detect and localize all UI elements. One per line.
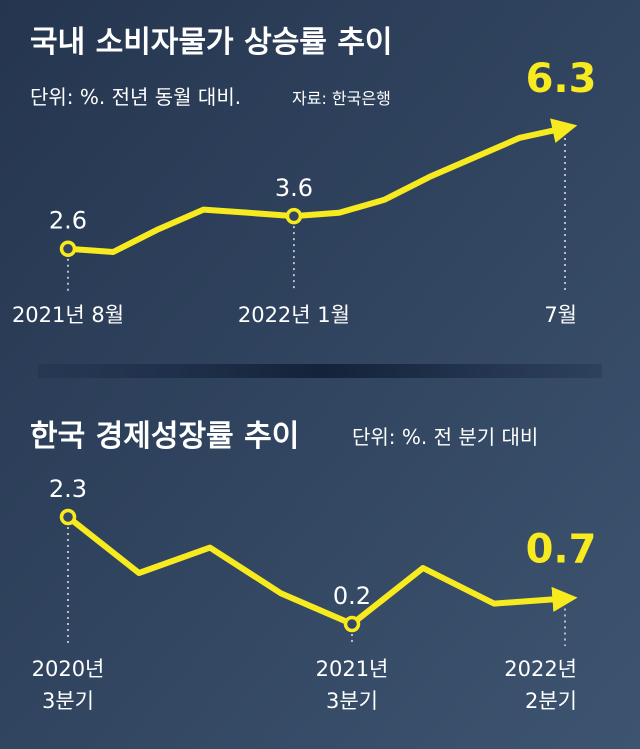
point-marker — [59, 240, 77, 257]
x-tick-label: 2021년 3분기 — [316, 657, 389, 713]
x-tick-label: 2022년 1월 — [238, 303, 350, 327]
x-tick-label-line: 3분기 — [326, 689, 378, 713]
x-tick-label-line: 2021년 8월 — [12, 303, 124, 327]
x-tick-label-line: 3분기 — [42, 689, 94, 713]
value-label: 0.7 — [526, 527, 597, 573]
chart-subtitle: 단위: %. 전년 동월 대비. — [30, 85, 241, 109]
x-tick-label-line: 2022년 1월 — [238, 303, 350, 327]
chart-title: 국내 소비자물가 상승률 추이 — [30, 25, 393, 60]
x-tick-label-line: 2분기 — [525, 689, 577, 713]
chart-subtitle: 단위: %. 전 분기 대비 — [352, 425, 538, 449]
point-marker — [59, 508, 77, 526]
x-tick-label: 7월 — [544, 303, 577, 327]
point-marker — [343, 615, 361, 633]
value-label: 2.6 — [49, 207, 87, 235]
chart-title: 한국 경제성장률 추이 — [30, 419, 299, 454]
value-label: 0.2 — [333, 582, 371, 610]
x-tick-label: 2020년 3분기 — [32, 657, 105, 713]
value-label: 3.6 — [275, 174, 313, 202]
point-marker — [285, 207, 303, 225]
x-tick-label-line: 2021년 — [316, 657, 389, 681]
x-tick-label-line: 2022년 — [504, 657, 577, 681]
chart-source: 자료: 한국은행 — [292, 89, 391, 108]
separator — [38, 364, 602, 378]
data-line — [65, 118, 578, 255]
x-tick-label: 2022년 2분기 — [504, 657, 577, 713]
x-tick-label: 2021년 8월 — [12, 303, 124, 327]
x-tick-label-line: 2020년 — [32, 657, 105, 681]
data-line — [65, 514, 578, 627]
value-label: 2.3 — [49, 475, 87, 503]
value-label: 6.3 — [526, 56, 597, 102]
x-tick-label-line: 7월 — [544, 303, 577, 327]
